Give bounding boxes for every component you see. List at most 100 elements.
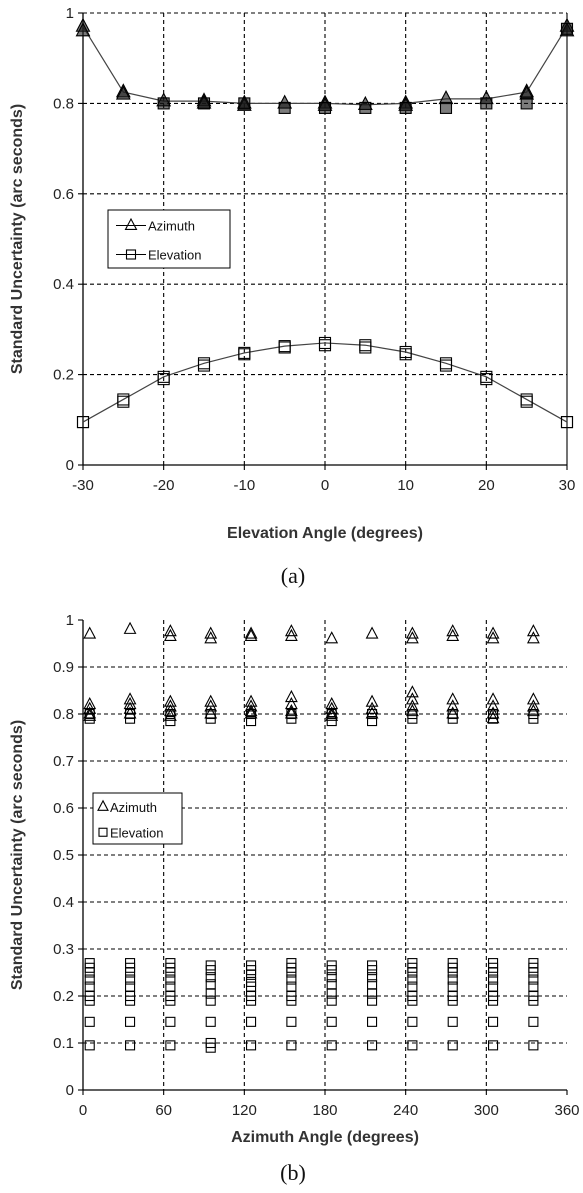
- elevation-point: [528, 981, 539, 992]
- y-tick-label: 0.7: [53, 753, 74, 770]
- elevation-point: [367, 995, 378, 1006]
- elevation-point: [165, 981, 176, 992]
- azimuth-point: [325, 708, 339, 721]
- elevation-point: [117, 395, 130, 408]
- x-tick-label: -30: [72, 477, 94, 494]
- elevation-point: [205, 995, 216, 1006]
- x-axis-label: Azimuth Angle (degrees): [231, 1129, 419, 1146]
- elevation-point: [197, 359, 211, 372]
- x-tick-label: 360: [554, 1102, 579, 1119]
- elevation-point: [125, 1040, 136, 1051]
- azimuth-point: [486, 699, 500, 712]
- azimuth-point: [204, 631, 218, 644]
- azimuth-point: [83, 708, 97, 721]
- elevation-point: [165, 708, 176, 720]
- y-tick-label: 0.6: [53, 800, 74, 817]
- elevation-point: [359, 101, 372, 114]
- elevation-point: [326, 979, 337, 990]
- y-tick-label: 1: [66, 5, 74, 22]
- y-tick-label: 0.5: [53, 847, 74, 864]
- elevation-point: [84, 967, 95, 978]
- elevation-point: [488, 1016, 499, 1027]
- y-tick-label: 0.4: [53, 894, 74, 911]
- elevation-point: [278, 341, 291, 354]
- elevation-point: [205, 988, 216, 999]
- azimuth-point: [244, 626, 258, 639]
- elevation-point: [447, 1040, 458, 1051]
- elevation-point: [407, 1040, 418, 1051]
- azimuth-point: [405, 685, 419, 698]
- elevation-point: [407, 967, 418, 978]
- elevation-point: [326, 715, 337, 727]
- elevation-point: [76, 416, 90, 429]
- elevation-point: [439, 359, 453, 372]
- azimuth-point: [244, 628, 258, 641]
- x-tick-label: 30: [559, 477, 576, 494]
- y-tick-label: 0.1: [53, 1035, 74, 1052]
- elevation-point: [480, 97, 493, 110]
- y-tick-label: 1: [66, 612, 74, 629]
- elevation-point: [238, 348, 251, 361]
- elevation-point: [528, 967, 539, 978]
- azimuth-point: [446, 692, 460, 705]
- x-tick-label: 0: [321, 477, 329, 494]
- elevation-point: [528, 1016, 539, 1027]
- elevation-point: [246, 995, 257, 1006]
- legend-label: Elevation: [110, 825, 163, 840]
- chart-a: 0 0.2 0.4 0.6 0.8 1 -30 -20 -10 0 10 20 30 Elevation …: [9, 5, 575, 588]
- azimuth-point: [83, 626, 97, 639]
- elevation-point: [326, 1016, 337, 1027]
- azimuth-point: [204, 694, 218, 707]
- elevation-point: [84, 995, 95, 1006]
- series-azimuth: [83, 621, 540, 724]
- y-tick-label: 0.3: [53, 941, 74, 958]
- elevation-point: [399, 348, 412, 361]
- elevation-point: [407, 995, 418, 1006]
- elevation-point: [197, 97, 211, 110]
- y-tick-label: 0.2: [53, 367, 74, 384]
- series-line-elevation: [82, 342, 568, 423]
- elevation-point: [488, 967, 499, 978]
- azimuth-point: [204, 626, 218, 639]
- azimuth-point: [325, 631, 339, 644]
- elevation-point: [286, 1040, 297, 1051]
- legend-box: [92, 792, 183, 845]
- y-tick-label: 0.8: [53, 706, 74, 723]
- overlay-squares-top: [157, 22, 574, 114]
- elevation-point: [318, 101, 332, 114]
- elevation-point: [286, 713, 297, 724]
- elevation-point: [165, 974, 176, 985]
- elevation-point: [165, 715, 176, 727]
- elevation-point: [326, 972, 337, 983]
- elevation-point: [528, 974, 539, 985]
- chart-b: 0 0.1 0.2 0.3 0.4 0.5 0.6 0.7 0.8 0.9 1 0 60 120 180 24…: [9, 612, 580, 1185]
- x-axis-label: Elevation Angle (degrees): [227, 525, 423, 542]
- elevation-point: [326, 1040, 337, 1051]
- y-axis-label: Standard Uncertainty (arc seconds): [9, 720, 26, 990]
- azimuth-point: [365, 701, 379, 714]
- elevation-point: [407, 1016, 418, 1027]
- azimuth-point: [438, 90, 454, 105]
- azimuth-point: [75, 22, 91, 37]
- x-tick-label: 300: [474, 1102, 499, 1119]
- legend: Azimuth Elevation: [107, 209, 231, 269]
- y-tick-label: 0.8: [53, 95, 74, 112]
- azimuth-point: [83, 701, 97, 714]
- x-tick-label: 180: [312, 1102, 337, 1119]
- series-elevation: [84, 708, 539, 1053]
- azimuth-point: [244, 703, 258, 717]
- chart-caption: (a): [281, 563, 305, 588]
- x-tick-label: -20: [153, 477, 175, 494]
- elevation-point: [326, 995, 337, 1006]
- elevation-point: [367, 979, 378, 990]
- y-tick-label: 0.2: [53, 988, 74, 1005]
- elevation-point: [205, 1016, 216, 1027]
- x-tick-label: 120: [232, 1102, 257, 1119]
- elevation-point: [488, 974, 499, 985]
- elevation-point: [205, 979, 216, 990]
- elevation-point: [528, 713, 539, 724]
- elevation-point: [407, 713, 418, 724]
- elevation-point: [246, 715, 257, 727]
- elevation-point: [238, 97, 251, 110]
